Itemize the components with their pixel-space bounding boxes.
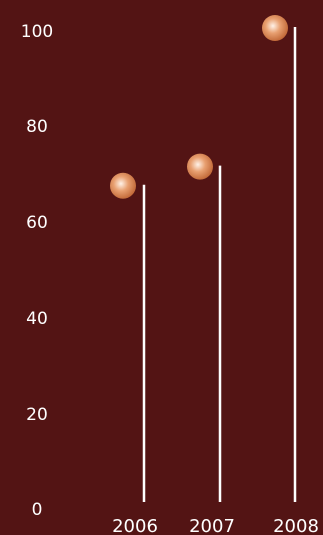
data-point-marker [110,172,136,199]
x-tick-label: 2008 [273,516,319,535]
data-point-marker [187,153,213,180]
y-tick-label: 40 [26,309,48,329]
y-tick-label: 100 [21,22,53,42]
value-stems [142,27,297,502]
x-tick-label: 2007 [189,516,235,535]
data-point-marker [262,15,288,41]
y-tick-label: 60 [26,213,48,233]
value-markers [110,15,288,199]
x-tick-label: 2006 [112,516,158,535]
y-axis-tick-labels: 0 20 40 60 80 100 [21,22,53,520]
x-axis-tick-labels: 2006 2007 2008 [112,516,319,535]
y-tick-label: 80 [26,117,48,137]
y-tick-label: 20 [26,405,48,425]
y-tick-label: 0 [32,500,43,520]
